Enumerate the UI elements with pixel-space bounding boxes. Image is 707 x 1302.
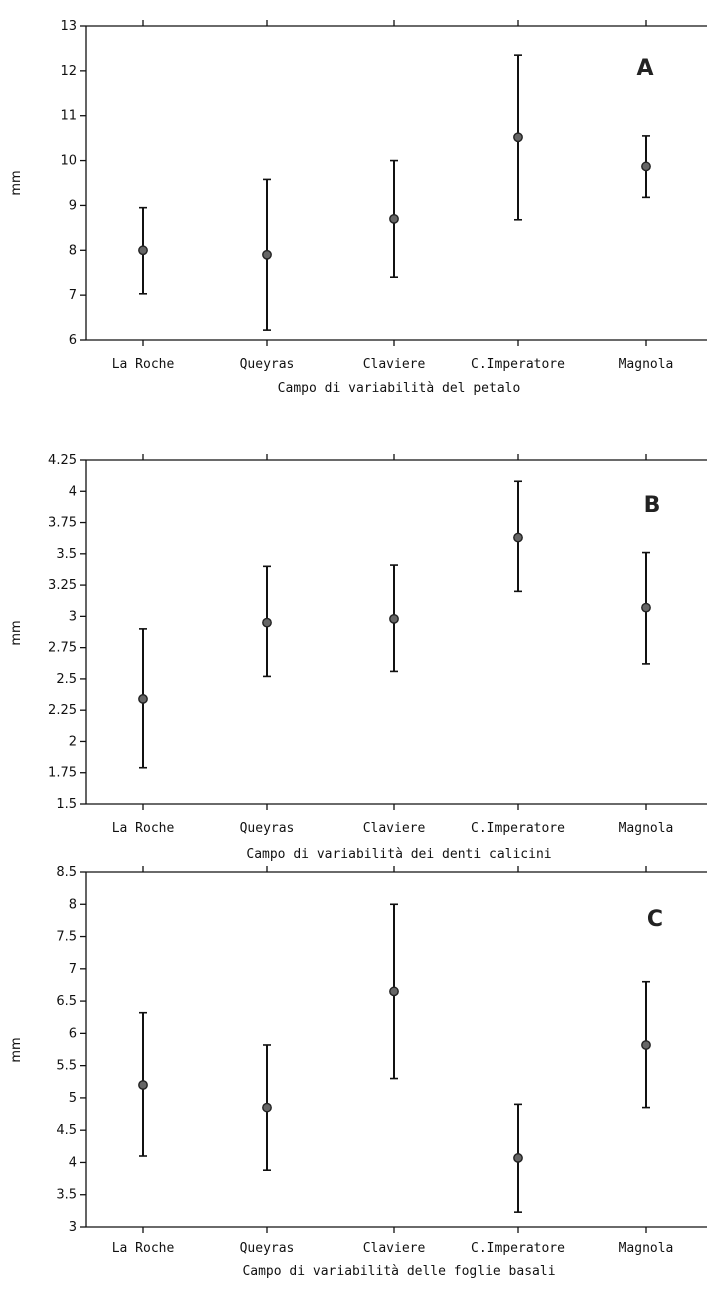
- y-axis-label: mm: [9, 1037, 24, 1062]
- y-tick-label: 7.5: [56, 930, 77, 945]
- x-category-label: Magnola: [619, 357, 674, 372]
- mean-point: [641, 602, 651, 613]
- mean-point: [513, 132, 523, 143]
- x-category-label: La Roche: [112, 821, 175, 836]
- mean-point: [262, 617, 272, 628]
- panel-letter: B: [644, 493, 661, 518]
- y-tick-label: 2.5: [56, 672, 77, 687]
- y-tick-label: 9: [69, 198, 77, 213]
- y-tick-label: 1.5: [56, 797, 77, 812]
- mean-point: [641, 161, 651, 172]
- y-tick-label: 4.25: [48, 453, 77, 468]
- chart-a-svg: 6 7 8 9 10 11 12 13 La Roche Queyras Claviere C.Imp…: [9, 19, 707, 396]
- mean-point: [262, 1102, 272, 1113]
- x-category-label: La Roche: [112, 1241, 175, 1256]
- x-category-label: C.Imperatore: [471, 1241, 565, 1256]
- y-tick-label: 2.75: [48, 641, 77, 656]
- y-tick-label: 6: [69, 333, 77, 348]
- x-axis-label: Campo di variabilità del petalo: [278, 381, 521, 396]
- x-category-label: Magnola: [619, 821, 674, 836]
- x-category-label: Queyras: [240, 821, 295, 836]
- mean-point: [138, 1080, 148, 1090]
- y-axis-label: mm: [9, 170, 24, 195]
- y-tick-label: 3.5: [56, 547, 77, 562]
- y-tick-label: 7: [69, 288, 77, 303]
- chart-b-svg: 1.5 1.75 2 2.25 2.5 2.75 3 3.25 3.5 3.75 4 4.25 La R…: [9, 453, 707, 862]
- x-category-label: Claviere: [363, 821, 426, 836]
- x-category-label: Queyras: [240, 1241, 295, 1256]
- chart-panel-a: 6 7 8 9 10 11 12 13 La Roche Queyras Claviere C.Imp…: [0, 0, 707, 440]
- y-tick-label: 8: [69, 243, 77, 258]
- mean-point: [389, 986, 399, 997]
- mean-point: [513, 532, 523, 543]
- y-axis-label: mm: [9, 620, 24, 645]
- y-tick-label: 1.75: [48, 766, 77, 781]
- x-category-label: Claviere: [363, 357, 426, 372]
- chart-panel-b: 1.5 1.75 2 2.25 2.5 2.75 3 3.25 3.5 3.75 4 4.25 La R…: [0, 430, 707, 870]
- x-axis-label: Campo di variabilità delle foglie basali: [242, 1264, 555, 1279]
- x-category-label: Magnola: [619, 1241, 674, 1256]
- y-tick-label: 11: [60, 109, 77, 124]
- y-tick-label: 2: [69, 734, 77, 749]
- mean-point: [389, 213, 399, 224]
- y-tick-label: 8.5: [56, 865, 77, 880]
- y-tick-label: 6.5: [56, 994, 77, 1009]
- y-tick-label: 3.25: [48, 578, 77, 593]
- x-category-label: C.Imperatore: [471, 821, 565, 836]
- mean-point: [138, 694, 148, 704]
- mean-point: [641, 1040, 651, 1050]
- x-category-label: C.Imperatore: [471, 357, 565, 372]
- panel-letter: A: [636, 56, 653, 81]
- chart-panel-c: 3 3.5 4 4.5 5 5.5 6 6.5 7 7.5 8 8.5 La Roche Queyras C…: [0, 860, 707, 1302]
- y-tick-label: 13: [60, 19, 77, 34]
- x-category-label: Claviere: [363, 1241, 426, 1256]
- mean-point: [262, 249, 272, 260]
- x-category-label: La Roche: [112, 357, 175, 372]
- y-tick-label: 10: [60, 154, 77, 169]
- panel-letter: C: [647, 907, 663, 932]
- y-tick-label: 5: [69, 1091, 77, 1106]
- y-tick-label: 5.5: [56, 1059, 77, 1074]
- x-category-label: Queyras: [240, 357, 295, 372]
- mean-point: [513, 1153, 523, 1163]
- y-tick-label: 3: [69, 1220, 77, 1235]
- y-tick-label: 12: [60, 64, 77, 79]
- y-tick-label: 4: [69, 1155, 77, 1170]
- y-tick-label: 3: [69, 609, 77, 624]
- x-axis-label: Campo di variabilità dei denti calicini: [246, 847, 551, 862]
- y-tick-label: 6: [69, 1026, 77, 1041]
- y-tick-label: 7: [69, 962, 77, 977]
- mean-point: [389, 613, 399, 624]
- y-tick-label: 3.75: [48, 516, 77, 531]
- y-tick-label: 8: [69, 897, 77, 912]
- y-tick-label: 3.5: [56, 1188, 77, 1203]
- chart-c-svg: 3 3.5 4 4.5 5 5.5 6 6.5 7 7.5 8 8.5 La Roche Queyras C…: [9, 865, 707, 1279]
- y-tick-label: 4.5: [56, 1123, 77, 1138]
- mean-point: [138, 245, 148, 256]
- y-tick-label: 2.25: [48, 703, 77, 718]
- y-tick-label: 4: [69, 484, 77, 499]
